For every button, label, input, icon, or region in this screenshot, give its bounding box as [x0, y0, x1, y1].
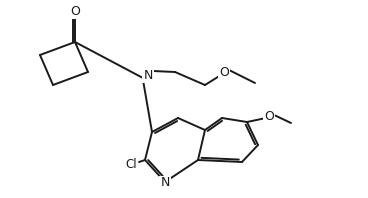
Text: N: N — [143, 69, 153, 82]
Text: N: N — [160, 176, 170, 189]
Text: Cl: Cl — [125, 159, 137, 171]
Text: O: O — [70, 5, 80, 17]
Text: O: O — [219, 66, 229, 78]
Text: O: O — [264, 109, 274, 123]
